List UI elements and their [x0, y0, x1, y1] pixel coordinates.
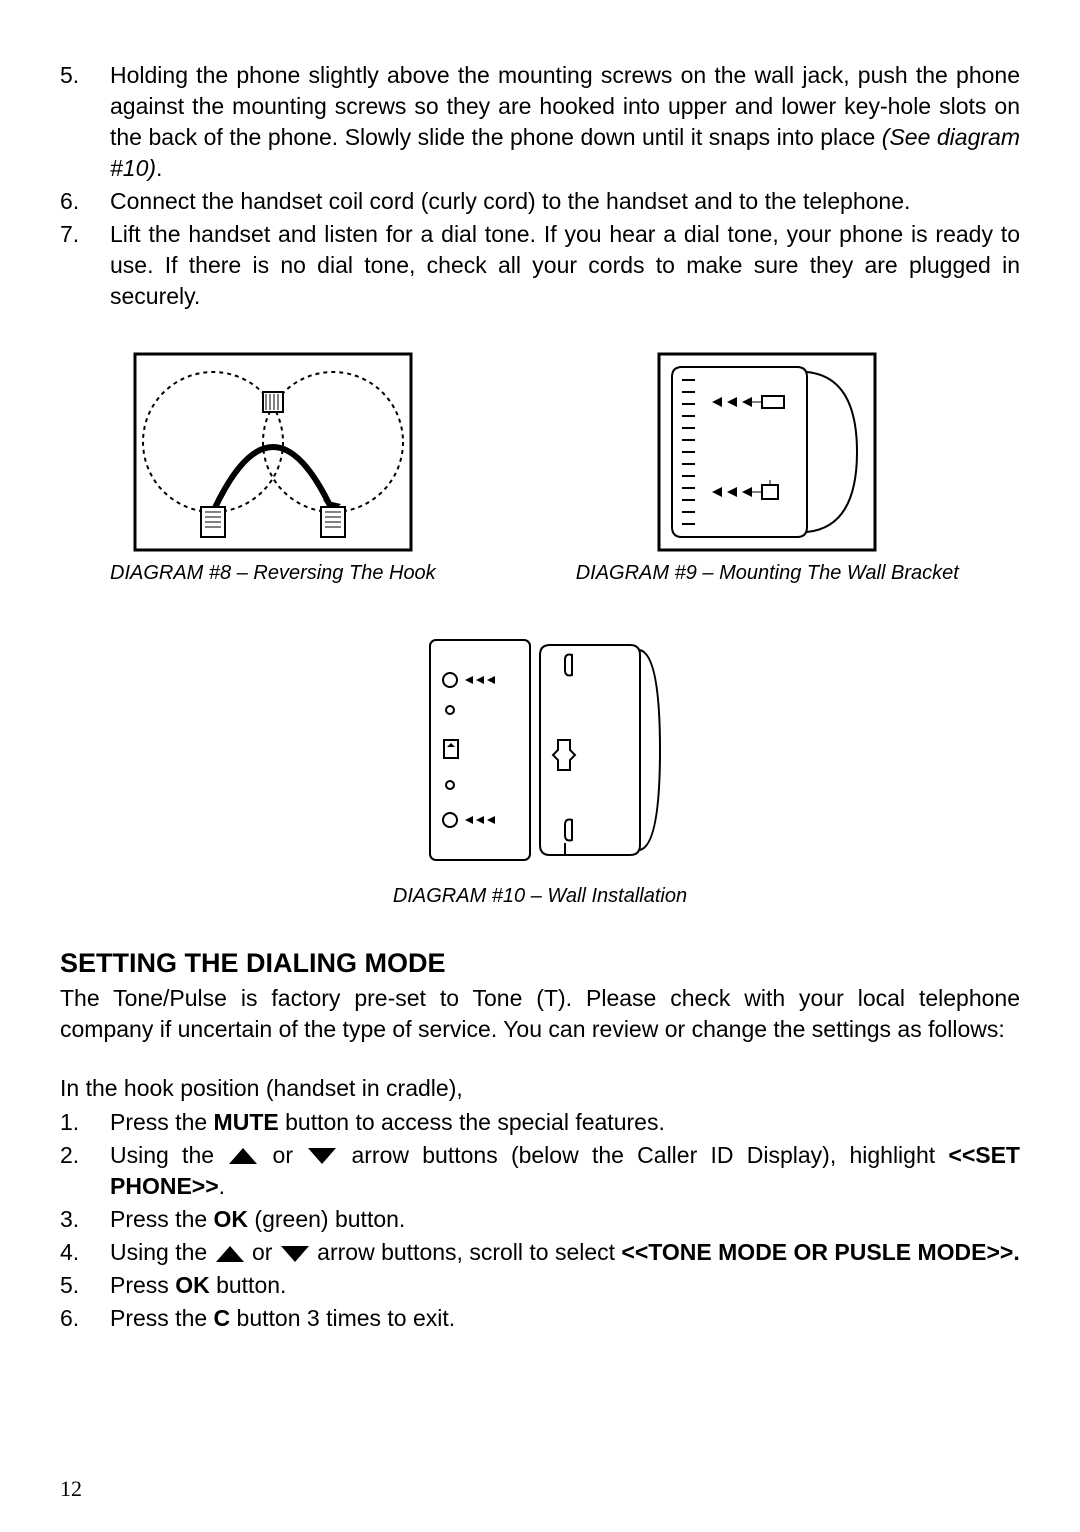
diagram-8-svg — [133, 352, 413, 552]
instruction-list-top: 5. Holding the phone slightly above the m… — [60, 60, 1020, 312]
arrow-up-icon — [216, 1246, 244, 1262]
list-text: Press the C button 3 times to exit. — [110, 1305, 455, 1331]
list-text: Lift the handset and listen for a dial t… — [110, 221, 1020, 309]
diagram-10-caption: DIAGRAM #10 – Wall Installation — [393, 885, 687, 908]
list-text: Press OK button. — [110, 1272, 286, 1298]
diagram-9-caption: DIAGRAM #9 – Mounting The Wall Bracket — [576, 562, 959, 585]
section-heading: SETTING THE DIALING MODE — [60, 948, 1020, 979]
list-num: 6. — [60, 1303, 100, 1334]
list-num: 7. — [60, 219, 100, 250]
list-item: 6.Connect the handset coil cord (curly c… — [110, 186, 1020, 217]
diagram-10-svg — [410, 625, 670, 875]
list-num: 6. — [60, 186, 100, 217]
diagram-10-block: DIAGRAM #10 – Wall Installation — [60, 625, 1020, 908]
list-item: 3.Press the OK (green) button. — [110, 1204, 1020, 1235]
list-item: 1.Press the MUTE button to access the sp… — [110, 1107, 1020, 1138]
intro-text: The Tone/Pulse is factory pre-set to Ton… — [60, 983, 1020, 1045]
list-text: Press the MUTE button to access the spec… — [110, 1109, 665, 1135]
list-num: 3. — [60, 1204, 100, 1235]
list-item: 5.Holding the phone slightly above the m… — [110, 60, 1020, 184]
list-item: 7.Lift the handset and listen for a dial… — [110, 219, 1020, 312]
hook-line: In the hook position (handset in cradle)… — [60, 1073, 1020, 1104]
list-item: 2.Using the or arrow buttons (below the … — [110, 1140, 1020, 1202]
list-text: Connect the handset coil cord (curly cor… — [110, 188, 910, 214]
list-item: 5.Press OK button. — [110, 1270, 1020, 1301]
arrow-down-icon — [281, 1246, 309, 1262]
list-text: Holding the phone slightly above the mou… — [110, 62, 1020, 181]
list-num: 4. — [60, 1237, 100, 1268]
list-text: Using the or arrow buttons (below the Ca… — [110, 1142, 1020, 1199]
diagram-9-block: DIAGRAM #9 – Mounting The Wall Bracket — [576, 352, 959, 585]
list-item: 4.Using the or arrow buttons, scroll to … — [110, 1237, 1020, 1268]
list-text: Using the or arrow buttons, scroll to se… — [110, 1239, 1020, 1265]
diagram-9-svg — [657, 352, 877, 552]
page-number: 12 — [60, 1476, 82, 1502]
diagrams-row: DIAGRAM #8 – Reversing The Hook — [60, 352, 1020, 585]
list-item: 6.Press the C button 3 times to exit. — [110, 1303, 1020, 1334]
list-text: Press the OK (green) button. — [110, 1206, 405, 1232]
list-num: 1. — [60, 1107, 100, 1138]
list-num: 5. — [60, 60, 100, 91]
diagram-8-caption: DIAGRAM #8 – Reversing The Hook — [110, 562, 436, 585]
list-num: 5. — [60, 1270, 100, 1301]
diagram-8-block: DIAGRAM #8 – Reversing The Hook — [110, 352, 436, 585]
arrow-down-icon — [308, 1148, 336, 1164]
instruction-list-bottom: 1. Press the MUTE button to access the sp… — [60, 1107, 1020, 1334]
arrow-up-icon — [229, 1148, 257, 1164]
list-num: 2. — [60, 1140, 100, 1171]
